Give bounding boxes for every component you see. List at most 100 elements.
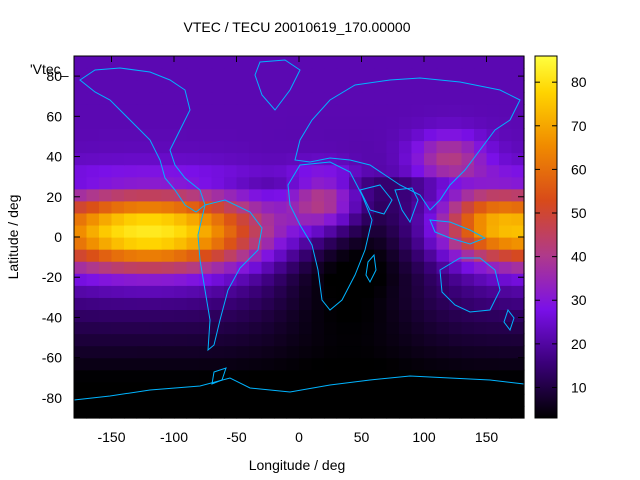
colorbar-tick-label: 30 <box>571 292 587 308</box>
heatmap-cell <box>511 128 525 142</box>
heatmap-cell <box>74 188 88 202</box>
heatmap-cell <box>386 321 400 335</box>
heatmap-cell <box>111 393 125 407</box>
heatmap-cell <box>274 152 288 166</box>
heatmap-cell <box>349 405 363 419</box>
heatmap-cell <box>149 345 163 359</box>
heatmap-cell <box>349 345 363 359</box>
heatmap-cell <box>299 273 313 286</box>
heatmap-cell <box>186 321 200 335</box>
heatmap-cell <box>224 321 238 335</box>
heatmap-cell <box>386 128 400 142</box>
heatmap-cell <box>186 80 200 93</box>
heatmap-cell <box>86 104 100 117</box>
heatmap-cell <box>461 309 475 323</box>
heatmap-cell <box>424 285 438 298</box>
heatmap-cell <box>186 345 200 359</box>
heatmap-cell <box>311 224 325 238</box>
heatmap-cell <box>149 212 163 226</box>
heatmap-cell <box>511 104 525 117</box>
heatmap-cell <box>236 164 250 178</box>
heatmap-cell <box>374 68 388 81</box>
heatmap-cell <box>361 285 375 298</box>
heatmap-cell <box>136 224 150 238</box>
heatmap-cell <box>511 188 525 202</box>
heatmap-cell <box>311 333 325 347</box>
heatmap-cell <box>374 56 388 69</box>
heatmap-cell <box>111 297 125 310</box>
heatmap-cell <box>161 140 175 154</box>
heatmap-cell <box>461 164 475 178</box>
heatmap-cell <box>411 80 425 93</box>
heatmap-cell <box>161 116 175 129</box>
heatmap-cell <box>449 92 463 105</box>
heatmap-cell <box>411 381 425 395</box>
heatmap-cell <box>86 357 100 371</box>
heatmap-cell <box>449 381 463 395</box>
heatmap-cell <box>436 116 450 129</box>
heatmap-cell <box>486 152 500 166</box>
heatmap-cell <box>436 273 450 286</box>
heatmap-cell <box>324 345 338 359</box>
heatmap-cell <box>286 309 300 323</box>
heatmap-cell <box>499 200 513 214</box>
heatmap-cell <box>374 176 388 190</box>
heatmap-cell <box>261 80 275 93</box>
heatmap-cell <box>86 140 100 154</box>
heatmap-cell <box>299 357 313 371</box>
heatmap-cell <box>499 273 513 286</box>
heatmap-cell <box>424 92 438 105</box>
heatmap-cell <box>374 321 388 335</box>
heatmap-cell <box>161 273 175 286</box>
heatmap-cell <box>349 224 363 238</box>
heatmap-cell <box>399 345 413 359</box>
heatmap-cell <box>349 212 363 226</box>
heatmap-cell <box>324 164 338 178</box>
heatmap-cell <box>311 188 325 202</box>
heatmap-cell <box>186 152 200 166</box>
heatmap-cell <box>499 140 513 154</box>
chart-title: VTEC / TECU 20010619_170.00000 <box>183 19 410 35</box>
heatmap-cell <box>324 237 338 250</box>
heatmap-cell <box>174 333 188 347</box>
heatmap-cell <box>174 345 188 359</box>
heatmap-cell <box>274 309 288 323</box>
heatmap-cell <box>111 357 125 371</box>
heatmap-cell <box>86 164 100 178</box>
heatmap-cell <box>411 357 425 371</box>
heatmap-cell <box>149 393 163 407</box>
heatmap-cell <box>411 212 425 226</box>
heatmap-cell <box>124 152 138 166</box>
heatmap-cell <box>286 92 300 105</box>
heatmap-cell <box>236 56 250 69</box>
heatmap-cell <box>474 345 488 359</box>
heatmap-cell <box>199 140 213 154</box>
heatmap-cell <box>461 333 475 347</box>
heatmap-cell <box>399 92 413 105</box>
heatmap-cell <box>424 261 438 274</box>
heatmap-cell <box>461 140 475 154</box>
heatmap-cell <box>211 200 225 214</box>
heatmap-cell <box>74 381 88 395</box>
heatmap-cell <box>386 68 400 81</box>
heatmap-cell <box>86 224 100 238</box>
heatmap-cell <box>449 405 463 419</box>
heatmap-cell <box>449 321 463 335</box>
heatmap-cell <box>86 333 100 347</box>
heatmap-cell <box>299 140 313 154</box>
heatmap-cell <box>274 249 288 262</box>
heatmap-cell <box>349 393 363 407</box>
heatmap-cell <box>174 200 188 214</box>
heatmap-cell <box>136 381 150 395</box>
heatmap-cell <box>86 381 100 395</box>
heatmap-cell <box>261 285 275 298</box>
heatmap-cell <box>449 188 463 202</box>
heatmap-cell <box>299 381 313 395</box>
heatmap-cell <box>461 68 475 81</box>
heatmap-cell <box>124 68 138 81</box>
heatmap-cell <box>511 369 525 383</box>
heatmap-cell <box>436 309 450 323</box>
heatmap-cell <box>74 212 88 226</box>
x-tick-label: -50 <box>226 429 246 445</box>
heatmap-cell <box>236 128 250 142</box>
